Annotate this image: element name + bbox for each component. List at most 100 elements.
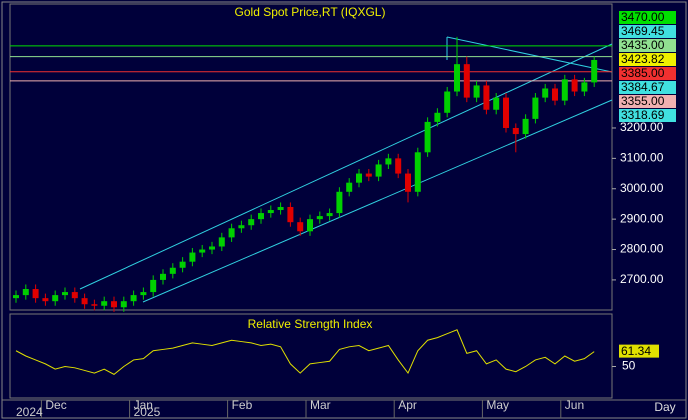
candle-body — [13, 295, 19, 299]
candle-body — [189, 252, 196, 262]
candle-body — [356, 173, 362, 183]
candle-body — [316, 216, 323, 220]
price-badge-label: 3469.45 — [621, 24, 665, 38]
price-badge-label: 3385.00 — [621, 66, 665, 80]
candle-body — [365, 173, 372, 177]
candle-body — [71, 292, 78, 299]
candle-body — [571, 79, 578, 92]
rsi-badge — [619, 344, 659, 358]
candle-body — [150, 279, 157, 293]
candle-body — [32, 289, 39, 299]
price-badge-label: 3423.82 — [621, 52, 665, 66]
candle-body — [346, 182, 353, 192]
candle-body — [238, 225, 245, 229]
x-tick-label: Jan — [134, 398, 153, 412]
candle-body — [179, 261, 186, 268]
candle-body — [120, 301, 127, 308]
price-badge — [619, 81, 676, 94]
x-tick-label: Apr — [398, 398, 417, 412]
candle-body — [91, 304, 98, 306]
x-tick-label: May — [486, 398, 509, 412]
candle-body — [385, 158, 392, 165]
candle-body — [493, 97, 500, 110]
price-badge — [619, 67, 676, 80]
candle-body — [424, 121, 431, 153]
candle-body — [101, 301, 108, 306]
candle-body — [297, 222, 304, 232]
y-tick-label: 3100.00 — [620, 151, 664, 165]
chart-title: Gold Spot Price,RT (IQXGL) — [235, 5, 386, 19]
candle-body — [454, 64, 460, 92]
candle-body — [375, 164, 382, 177]
candle-body — [248, 219, 255, 226]
price-badge-label: 3435.00 — [621, 38, 665, 52]
candle-body — [483, 85, 490, 110]
candle-body — [52, 295, 59, 302]
x-tick-label: Feb — [232, 398, 253, 412]
x-tick-label: Mar — [310, 398, 331, 412]
candle-body — [218, 237, 225, 247]
candle-body — [307, 219, 313, 232]
candle-body — [130, 295, 137, 302]
candle-body — [267, 210, 274, 214]
y-tick-label: 3000.00 — [620, 181, 664, 195]
price-panel — [9, 3, 613, 311]
candle-body — [62, 292, 68, 296]
rsi-panel — [9, 313, 613, 399]
candle-body — [532, 97, 539, 119]
x-tick-label: Jun — [565, 398, 584, 412]
channel — [79, 36, 613, 303]
candle-body — [81, 298, 88, 305]
price-badge — [619, 11, 676, 24]
price-badge — [619, 109, 676, 122]
candle-body — [326, 213, 333, 217]
year-label: 2025 — [134, 405, 161, 419]
y-tick-label: 2900.00 — [620, 211, 664, 225]
candle-body — [522, 118, 529, 135]
price-badge — [619, 25, 676, 38]
candle-body — [140, 292, 147, 296]
candle-body — [591, 59, 598, 83]
candle-body — [277, 206, 284, 211]
candle-body — [463, 64, 470, 98]
candle-body — [405, 173, 411, 192]
price-badge-label: 3355.00 — [621, 94, 665, 108]
candle-body — [542, 88, 549, 98]
price-badge-label: 3318.69 — [621, 108, 665, 122]
candle-body — [42, 298, 49, 302]
price-badge — [619, 95, 676, 108]
rsi-title: Relative Strength Index — [248, 317, 373, 331]
candle-body — [581, 82, 588, 92]
candle-body — [22, 289, 29, 296]
rsi-tick-label: 50 — [622, 359, 636, 373]
candle-body — [287, 206, 294, 223]
candle-body — [434, 112, 441, 122]
y-tick-label: 2700.00 — [620, 272, 664, 286]
price-badge — [619, 53, 676, 66]
year-label: 2024 — [16, 405, 43, 419]
candle-body — [228, 228, 235, 238]
candle-body — [473, 85, 480, 98]
y-tick-label: 3200.00 — [620, 120, 664, 134]
rsi-line — [15, 329, 595, 375]
candle-body — [561, 79, 568, 101]
period-label: Day — [654, 400, 675, 414]
price-badge — [619, 39, 676, 52]
candle-body — [258, 213, 264, 220]
candle-body — [336, 191, 343, 214]
x-tick-label: Dec — [45, 398, 66, 412]
candle-body — [444, 91, 451, 113]
rsi-badge-label: 61.34 — [621, 344, 651, 358]
price-badge-label: 3470.00 — [621, 10, 665, 24]
candle-body — [209, 246, 215, 250]
candle-body — [111, 301, 117, 308]
price-badge-label: 3384.67 — [621, 80, 665, 94]
candle-body — [414, 152, 421, 192]
candle-body — [199, 249, 206, 253]
candle-body — [503, 97, 509, 128]
candle-body — [169, 267, 176, 274]
candle-body — [395, 158, 402, 174]
y-tick-label: 2800.00 — [620, 242, 664, 256]
